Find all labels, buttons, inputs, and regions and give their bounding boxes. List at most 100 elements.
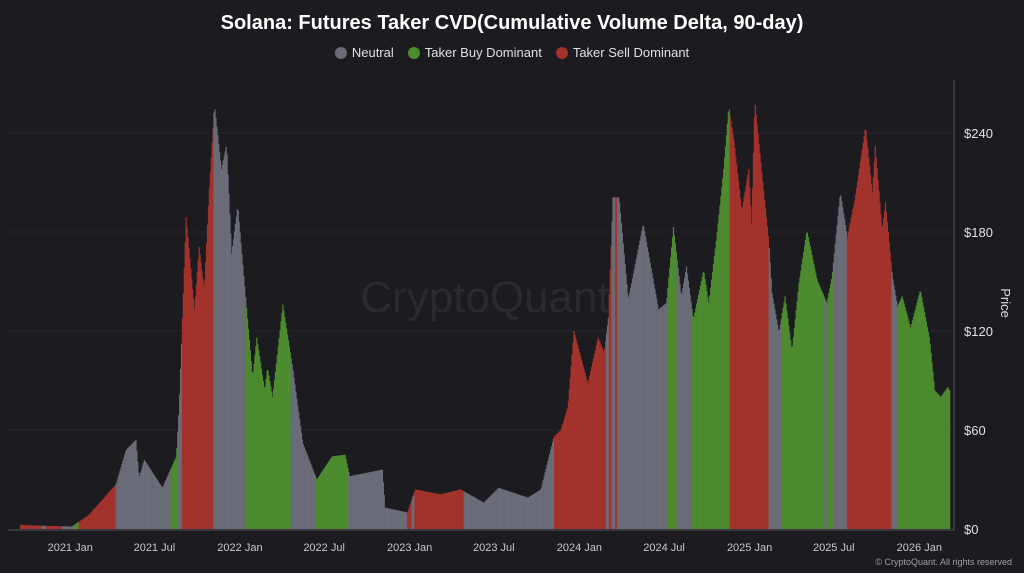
bar-sell — [95, 507, 97, 529]
bar-sell — [597, 337, 599, 529]
legend-item-neutral[interactable]: Neutral — [334, 45, 394, 60]
bar-sell — [856, 187, 858, 529]
bar-sell — [455, 490, 457, 529]
bar-neutral — [661, 306, 663, 529]
bar-buy — [326, 463, 329, 529]
bar-buy — [726, 123, 729, 529]
bar-sell — [209, 172, 211, 529]
bar-sell — [863, 136, 865, 529]
bar-buy — [327, 462, 330, 529]
bar-buy — [281, 313, 283, 529]
bars — [20, 104, 951, 530]
bar-neutral — [392, 509, 395, 529]
bar-sell — [46, 525, 48, 529]
bar-neutral — [139, 472, 142, 529]
bar-neutral — [362, 473, 364, 529]
x-tick-label: 2022 Jan — [217, 542, 262, 554]
bar-sell — [462, 490, 464, 529]
legend-item-buy[interactable]: Taker Buy Dominant — [407, 45, 542, 60]
bar-neutral — [179, 394, 181, 529]
bar-buy — [265, 378, 267, 529]
bar-neutral — [394, 509, 397, 529]
bar-buy — [816, 277, 818, 529]
bar-sell — [103, 497, 105, 529]
bar-buy — [284, 316, 286, 529]
bar-neutral — [836, 225, 838, 530]
bar-neutral — [464, 492, 466, 529]
bar-buy — [286, 334, 289, 529]
bar-buy — [925, 321, 928, 529]
bar-buy — [278, 338, 280, 529]
x-tick-label: 2022 Jul — [303, 542, 345, 554]
bar-buy — [340, 455, 343, 529]
bar-neutral — [479, 500, 481, 529]
bar-neutral — [508, 491, 510, 529]
bar-neutral — [232, 238, 235, 530]
bar-buy — [330, 457, 332, 529]
bar-neutral — [645, 241, 648, 529]
bar-neutral — [400, 511, 402, 529]
bar-buy — [325, 466, 327, 529]
bar-sell — [447, 492, 450, 529]
bar-buy — [74, 524, 77, 529]
bar-sell — [416, 489, 418, 529]
bar-sell — [435, 493, 437, 529]
bar-neutral — [290, 358, 292, 529]
bar-sell — [871, 192, 874, 529]
bar-neutral — [778, 329, 781, 529]
bar-neutral — [220, 169, 223, 530]
bar-buy — [283, 310, 285, 529]
bar-neutral — [307, 456, 309, 529]
bar-buy — [331, 456, 333, 529]
bar-buy — [917, 298, 919, 529]
bar-neutral — [162, 486, 164, 529]
bar-buy — [693, 317, 695, 529]
bar-neutral — [403, 511, 405, 529]
legend-item-sell[interactable]: Taker Sell Dominant — [555, 45, 689, 60]
bar-neutral — [392, 509, 394, 529]
bar-neutral — [647, 252, 649, 529]
bar-neutral — [681, 293, 683, 529]
bar-buy — [725, 135, 728, 529]
bar-sell — [89, 513, 91, 529]
bar-buy — [699, 285, 702, 529]
bar-neutral — [650, 267, 652, 529]
bar-buy — [275, 363, 277, 529]
bar-neutral — [222, 160, 224, 530]
bar-neutral — [651, 273, 653, 529]
bar-sell — [562, 423, 564, 529]
bar-buy — [944, 391, 946, 529]
bar-sell — [459, 489, 462, 529]
bar-sell — [749, 187, 751, 529]
bar-buy — [253, 364, 255, 529]
bar-sell — [408, 507, 410, 529]
bar-neutral — [644, 236, 647, 529]
bar-sell — [579, 355, 582, 529]
bar-neutral — [614, 197, 616, 529]
bar-sell — [193, 309, 196, 529]
bar-neutral — [148, 466, 150, 529]
bar-neutral — [291, 364, 293, 529]
bar-neutral — [238, 221, 240, 529]
bar-buy — [702, 272, 704, 529]
bar-buy — [948, 388, 950, 529]
bar-neutral — [842, 207, 844, 529]
bar-neutral — [494, 491, 496, 529]
bar-buy — [921, 297, 923, 529]
bar-buy — [931, 362, 933, 529]
bar-neutral — [776, 319, 778, 529]
bar-neutral — [381, 469, 384, 529]
bar-sell — [591, 367, 593, 529]
bar-neutral — [147, 465, 149, 529]
bar-buy — [698, 290, 701, 529]
bar-neutral — [607, 317, 610, 529]
bar-sell — [206, 224, 209, 529]
bar-neutral — [770, 277, 772, 529]
bar-neutral — [678, 275, 680, 529]
bar-sell — [610, 245, 612, 529]
bar-neutral — [640, 235, 642, 530]
bar-neutral — [121, 463, 123, 529]
bar-buy — [347, 467, 349, 529]
y-ticks: $0 $60 $120 $180 $240 — [964, 126, 993, 537]
bar-buy — [791, 346, 794, 529]
